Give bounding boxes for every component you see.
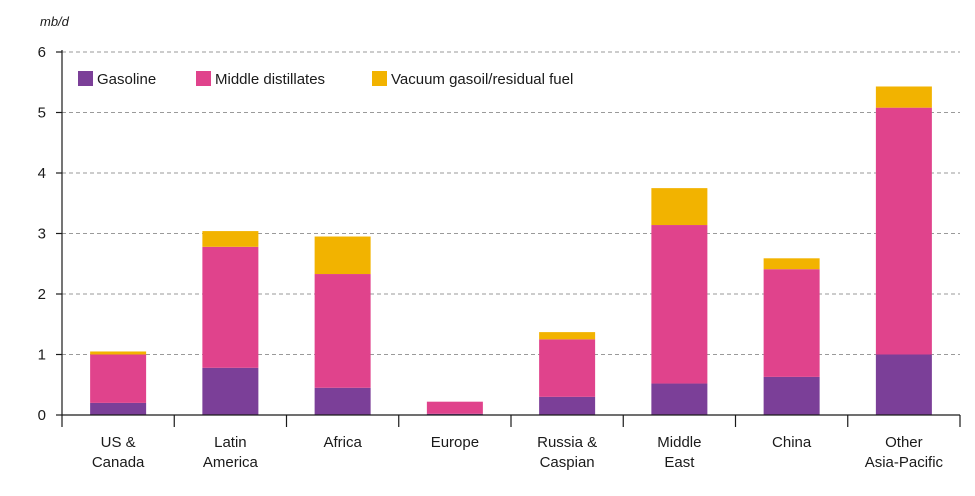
bar-segment-0-6 [763,376,820,415]
bar-segment-0-1 [202,367,259,415]
gridlines [62,51,960,355]
bar-segment-2-6 [763,258,820,270]
bar-segment-2-7 [875,86,932,108]
bar-segment-1-0 [90,354,147,403]
bar-segment-1-6 [763,269,820,377]
x-tick-label: Asia-Pacific [865,454,944,471]
bar-segment-0-0 [90,402,147,415]
x-tick-label: US & [101,434,136,451]
x-tick-label: Europe [431,434,479,451]
y-axis-ticks: 0 1 2 3 4 5 6 [38,44,46,424]
bar-segment-1-5 [651,225,708,384]
x-tick-label: Middle [657,434,701,451]
bar-segment-0-4 [539,396,596,415]
bar-segment-1-4 [539,339,596,397]
bar-segment-0-3 [426,413,483,415]
y-tick-label: 6 [38,44,46,61]
x-tick-label: Africa [323,434,362,451]
y-axis-unit-label: mb/d [40,14,70,29]
bar-segment-2-2 [314,236,371,275]
category-labels: US & Canada Latin America Africa Europe Russia… [92,434,944,471]
legend-label-0: Gasoline [97,71,156,88]
axes [56,50,961,427]
y-tick-label: 1 [38,347,46,364]
x-tick-label: America [203,454,259,471]
bar-segment-1-7 [875,107,932,355]
y-tick-label: 2 [38,286,46,303]
bar-segment-2-4 [539,332,596,340]
bar-segment-2-1 [202,231,259,247]
bar-segment-0-7 [875,354,932,415]
x-tick-label: China [772,434,812,451]
x-tick-label: Other [885,434,923,451]
bar-segment-1-2 [314,274,371,388]
bar-segment-0-2 [314,387,371,415]
bar-segment-1-1 [202,246,259,368]
bar-segment-1-3 [426,401,483,414]
bars [90,86,932,415]
x-tick-label: Latin [214,434,247,451]
legend-label-2: Vacuum gasoil/residual fuel [391,71,573,88]
y-tick-label: 3 [38,226,46,243]
legend: Gasoline Middle distillates Vacuum gasoil/… [78,71,573,88]
y-tick-label: 5 [38,105,46,122]
legend-swatch-2 [372,71,387,86]
y-tick-label: 0 [38,407,46,424]
y-tick-label: 4 [38,165,46,182]
x-tick-label: Russia & [537,434,597,451]
legend-label-1: Middle distillates [215,71,325,88]
x-tick-label: Canada [92,454,145,471]
legend-swatch-0 [78,71,93,86]
bar-segment-0-5 [651,383,708,415]
x-tick-label: Caspian [540,454,595,471]
bar-segment-2-5 [651,188,708,226]
x-tick-label: East [664,454,695,471]
bar-segment-2-0 [90,351,147,355]
legend-swatch-1 [196,71,211,86]
